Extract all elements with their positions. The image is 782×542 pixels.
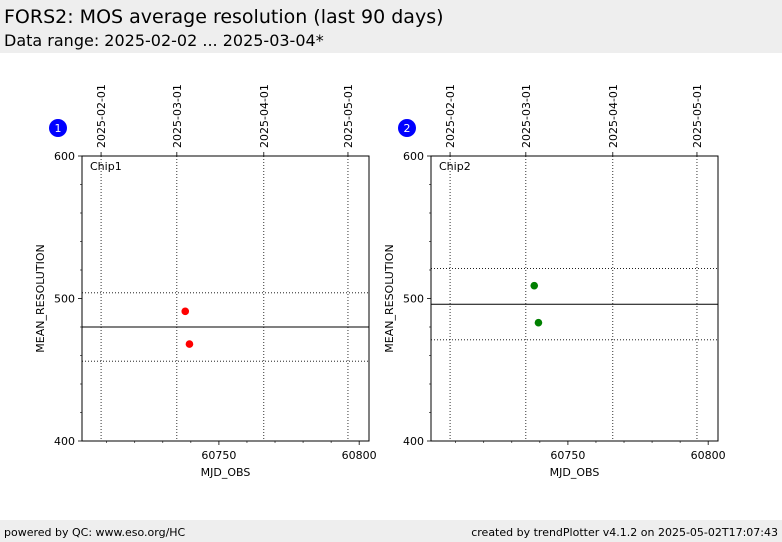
data-point (530, 281, 539, 290)
panel-badge (49, 119, 67, 137)
x-tick-label: 60800 (691, 449, 726, 462)
page-title: FORS2: MOS average resolution (last 90 d… (4, 6, 444, 28)
data-range-subtitle: Data range: 2025-02-02 ... 2025-03-04* (4, 31, 324, 50)
y-tick-label: 400 (403, 435, 424, 448)
plot-frame (430, 155, 719, 442)
y-axis-label: MEAN_RESOLUTION (34, 244, 47, 352)
panel-badge (398, 119, 416, 137)
x-tick-label: 60750 (550, 449, 585, 462)
panel-badge-number: 1 (55, 122, 62, 135)
date-tick-label: 2025-02-01 (95, 84, 108, 148)
date-tick-label: 2025-05-01 (342, 84, 355, 148)
charts-area: 2025-02-01 2025-03-01 2025-04-01 2025-05-01… (34, 84, 726, 479)
x-axis-label: MJD_OBS (201, 466, 251, 479)
panel-badge-number: 2 (404, 122, 411, 135)
y-tick-label: 600 (54, 150, 75, 163)
y-axis-label: MEAN_RESOLUTION (383, 244, 396, 352)
header-bar: FORS2: MOS average resolution (last 90 d… (0, 0, 782, 53)
date-tick-label: 2025-04-01 (607, 84, 620, 148)
data-point (185, 340, 194, 348)
data-point (534, 318, 543, 327)
y-tick-label: 500 (54, 293, 75, 306)
x-axis-label: MJD_OBS (550, 466, 600, 479)
chart-panel-1: 2025-02-01 2025-03-01 2025-04-01 2025-05-01… (34, 84, 377, 479)
x-tick-label: 60800 (342, 449, 377, 462)
chart-panel-2: 2025-02-01 2025-03-01 2025-04-01 2025-05-01… (383, 84, 726, 479)
footer-created-by: created by trendPlotter v4.1.2 on 2025-0… (471, 526, 778, 539)
panel-label: Chip1 (90, 160, 122, 173)
y-tick-label: 400 (54, 435, 75, 448)
panel-label: Chip2 (439, 160, 471, 173)
footer-powered-by: powered by QC: www.eso.org/HC (4, 526, 186, 539)
data-point (181, 307, 190, 316)
y-tick-label: 500 (403, 293, 424, 306)
y-tick-label: 600 (403, 150, 424, 163)
plot-frame (81, 155, 370, 442)
date-tick-label: 2025-03-01 (520, 84, 533, 148)
date-tick-label: 2025-04-01 (258, 84, 271, 148)
x-tick-label: 60750 (201, 449, 236, 462)
date-tick-label: 2025-05-01 (691, 84, 704, 148)
footer-bar: powered by QC: www.eso.org/HC created by… (0, 520, 782, 542)
date-tick-label: 2025-03-01 (171, 84, 184, 148)
date-tick-label: 2025-02-01 (444, 84, 457, 148)
